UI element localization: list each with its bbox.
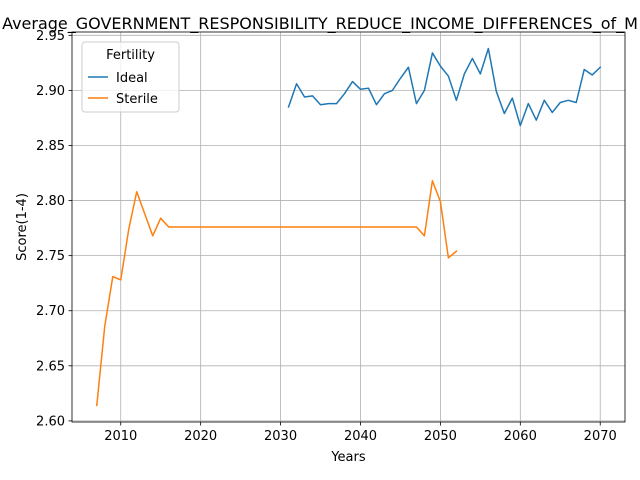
y-tick-label: 2.75 (36, 249, 65, 264)
grid-lines (72, 32, 625, 422)
y-tick-label: 2.70 (36, 304, 65, 319)
legend-title: Fertility (106, 48, 155, 63)
x-tick-label: 2070 (584, 429, 617, 444)
plot-frame (71, 31, 626, 423)
y-tick-label: 2.80 (36, 194, 65, 209)
y-tick-label: 2.60 (36, 414, 65, 429)
series-lines (95, 47, 602, 407)
chart-title: Average_GOVERNMENT_RESPONSIBILITY_REDUCE… (2, 14, 638, 34)
legend-box (81, 41, 180, 113)
x-axis-label: Years (330, 450, 366, 465)
legend-label-sterile: Sterile (116, 92, 158, 107)
legend-label-ideal: Ideal (116, 71, 148, 86)
y-tick-label: 2.95 (36, 29, 65, 44)
y-tick-label: 2.65 (36, 359, 65, 374)
y-tick-label: 2.85 (36, 139, 65, 154)
y-axis-label: Score(1-4) (15, 193, 30, 261)
legend: Fertility Ideal Sterile (81, 41, 180, 113)
series-line-ideal (287, 47, 602, 127)
series-line-sterile (95, 179, 458, 407)
x-tick-label: 2010 (104, 429, 137, 444)
y-tick-label: 2.90 (36, 84, 65, 99)
x-tick-label: 2050 (424, 429, 457, 444)
x-tick-label: 2030 (264, 429, 297, 444)
x-tick-label: 2060 (504, 429, 537, 444)
x-tick-label: 2020 (184, 429, 217, 444)
axis-ticks: 2010 2020 2030 2040 2050 2060 2070 2.60 2.65 2.70… (36, 29, 617, 444)
x-tick-label: 2040 (344, 429, 377, 444)
